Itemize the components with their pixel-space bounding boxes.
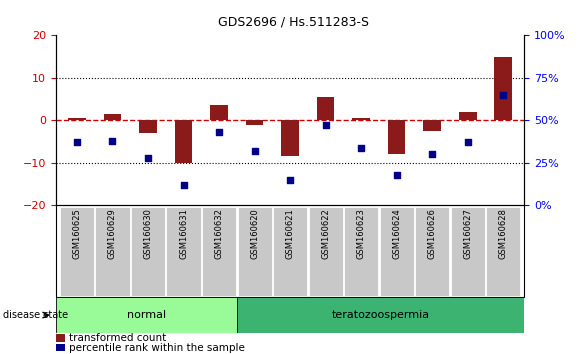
Bar bbox=[139, 120, 157, 133]
Point bbox=[108, 138, 117, 144]
Bar bbox=[459, 112, 476, 120]
Bar bbox=[166, 207, 200, 296]
Bar bbox=[423, 120, 441, 131]
Text: GSM160622: GSM160622 bbox=[321, 208, 330, 259]
Point bbox=[463, 139, 472, 145]
Bar bbox=[68, 118, 86, 120]
Point bbox=[321, 122, 331, 128]
Bar bbox=[494, 57, 512, 120]
Text: GSM160627: GSM160627 bbox=[463, 208, 472, 259]
Bar bbox=[96, 207, 130, 296]
Text: GSM160628: GSM160628 bbox=[499, 208, 507, 259]
Bar bbox=[281, 120, 299, 156]
Text: GSM160626: GSM160626 bbox=[428, 208, 437, 259]
Point bbox=[72, 139, 81, 145]
Text: normal: normal bbox=[127, 310, 166, 320]
Bar bbox=[309, 207, 343, 296]
Text: GSM160625: GSM160625 bbox=[73, 208, 81, 259]
Point bbox=[214, 130, 224, 135]
Bar bbox=[237, 207, 271, 296]
Bar bbox=[202, 207, 236, 296]
Bar bbox=[246, 120, 264, 125]
Bar bbox=[237, 297, 524, 333]
Bar bbox=[316, 97, 335, 120]
Bar bbox=[388, 120, 406, 154]
Bar bbox=[380, 207, 414, 296]
Point bbox=[499, 92, 508, 98]
Bar bbox=[131, 207, 165, 296]
Bar bbox=[104, 114, 121, 120]
Point bbox=[179, 182, 188, 188]
Point bbox=[285, 177, 295, 183]
Bar bbox=[210, 105, 228, 120]
Bar bbox=[56, 297, 237, 333]
Text: transformed count: transformed count bbox=[69, 333, 166, 343]
Point bbox=[427, 152, 437, 157]
Text: GSM160624: GSM160624 bbox=[392, 208, 401, 259]
Bar bbox=[56, 334, 64, 342]
Text: disease state: disease state bbox=[3, 310, 68, 320]
Point bbox=[250, 148, 259, 154]
Point bbox=[392, 172, 401, 178]
Bar bbox=[415, 207, 449, 296]
Bar bbox=[56, 344, 64, 351]
Text: GSM160620: GSM160620 bbox=[250, 208, 259, 259]
Text: GDS2696 / Hs.511283-S: GDS2696 / Hs.511283-S bbox=[217, 16, 369, 29]
Text: GSM160629: GSM160629 bbox=[108, 208, 117, 259]
Bar bbox=[451, 207, 485, 296]
Point bbox=[144, 155, 153, 161]
Point bbox=[356, 145, 366, 150]
Bar bbox=[352, 118, 370, 120]
Bar bbox=[175, 120, 192, 163]
Text: GSM160630: GSM160630 bbox=[144, 208, 152, 259]
Bar bbox=[60, 207, 94, 296]
Text: GSM160623: GSM160623 bbox=[357, 208, 366, 259]
Bar bbox=[273, 207, 307, 296]
Text: GSM160631: GSM160631 bbox=[179, 208, 188, 259]
Text: percentile rank within the sample: percentile rank within the sample bbox=[69, 343, 244, 353]
Text: GSM160632: GSM160632 bbox=[214, 208, 223, 259]
Bar bbox=[344, 207, 378, 296]
Text: teratozoospermia: teratozoospermia bbox=[332, 310, 430, 320]
Bar bbox=[486, 207, 520, 296]
Text: GSM160621: GSM160621 bbox=[285, 208, 295, 259]
